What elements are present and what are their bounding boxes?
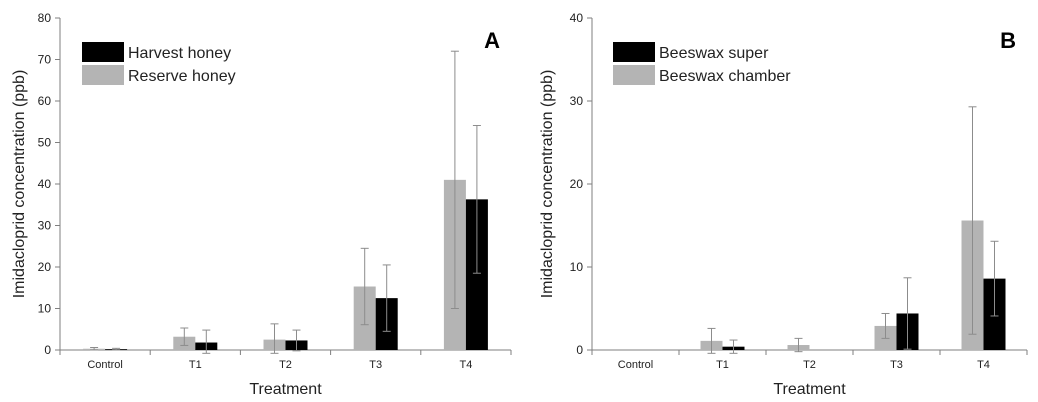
chart-a-x-tick-label-3: T3 bbox=[369, 359, 382, 371]
chart-b-legend-swatch-0 bbox=[613, 42, 655, 62]
chart-b-x-tick-label-3: T3 bbox=[890, 359, 903, 371]
chart-a-legend-label-1: Reserve honey bbox=[128, 68, 236, 85]
chart-a-y-tick-label-6: 60 bbox=[38, 94, 52, 108]
chart-a-x-axis-title: Treatment bbox=[249, 381, 322, 397]
chart-a-y-tick-label-5: 50 bbox=[38, 136, 52, 150]
chart-b-y-tick-label-3: 30 bbox=[570, 94, 584, 108]
chart-b-svg: 0 10 20 30 40 Control T1 T2 T3 T4 Treatment Imidacl… bbox=[539, 11, 1028, 398]
chart-a-y-tick-label-8: 80 bbox=[38, 11, 52, 25]
chart-panel-b: 0 10 20 30 40 Control T1 T2 T3 T4 Treatment Imidacl… bbox=[519, 0, 1038, 398]
chart-b-y-tick-label-2: 20 bbox=[570, 177, 584, 191]
chart-b-y-tick-label-1: 10 bbox=[570, 260, 584, 274]
chart-b-x-tick-label-2: T2 bbox=[803, 359, 816, 371]
chart-b-legend-label-0: Beeswax super bbox=[659, 45, 769, 62]
chart-b-x-tick-label-4: T4 bbox=[977, 359, 990, 371]
chart-a-legend-swatch-0 bbox=[82, 42, 124, 62]
chart-b-legend-swatch-1 bbox=[613, 65, 655, 85]
chart-a-x-tick-label-1: T1 bbox=[189, 359, 202, 371]
chart-a-legend-swatch-1 bbox=[82, 65, 124, 85]
chart-a-y-tick-label-2: 20 bbox=[38, 260, 52, 274]
chart-b-x-axis-title: Treatment bbox=[773, 381, 846, 397]
chart-a-svg: 0 10 20 30 40 50 60 70 80 Control T1 T2 T3 T4 Treatmen… bbox=[11, 11, 512, 398]
chart-a-legend-label-0: Harvest honey bbox=[128, 45, 231, 62]
chart-b-panel-letter: B bbox=[1000, 28, 1016, 53]
chart-b-y-tick-label-0: 0 bbox=[576, 343, 583, 357]
chart-a-panel-letter: A bbox=[484, 28, 500, 53]
chart-a-y-tick-label-1: 10 bbox=[38, 302, 52, 316]
chart-a-x-tick-label-2: T2 bbox=[279, 359, 292, 371]
chart-a-x-tick-label-0: Control bbox=[87, 359, 122, 371]
chart-panel-a: 0 10 20 30 40 50 60 70 80 Control T1 T2 T3 T4 Treatmen… bbox=[0, 0, 519, 398]
chart-a-y-tick-label-3: 30 bbox=[38, 219, 52, 233]
chart-a-x-tick-label-4: T4 bbox=[459, 359, 472, 371]
chart-b-x-tick-label-0: Control bbox=[618, 359, 653, 371]
chart-a-y-axis-title: Imidacloprid concentration (ppb) bbox=[11, 70, 28, 299]
chart-a-y-tick-label-0: 0 bbox=[44, 343, 51, 357]
chart-b-x-tick-label-1: T1 bbox=[716, 359, 729, 371]
chart-a-bar-s1-4 bbox=[465, 199, 488, 350]
chart-a-y-tick-label-4: 40 bbox=[38, 177, 52, 191]
chart-b-y-axis-title: Imidacloprid concentration (ppb) bbox=[539, 70, 556, 299]
chart-b-legend-label-1: Beeswax chamber bbox=[659, 68, 791, 85]
chart-b-y-tick-label-4: 40 bbox=[570, 11, 584, 25]
chart-a-y-tick-label-7: 70 bbox=[38, 53, 52, 67]
